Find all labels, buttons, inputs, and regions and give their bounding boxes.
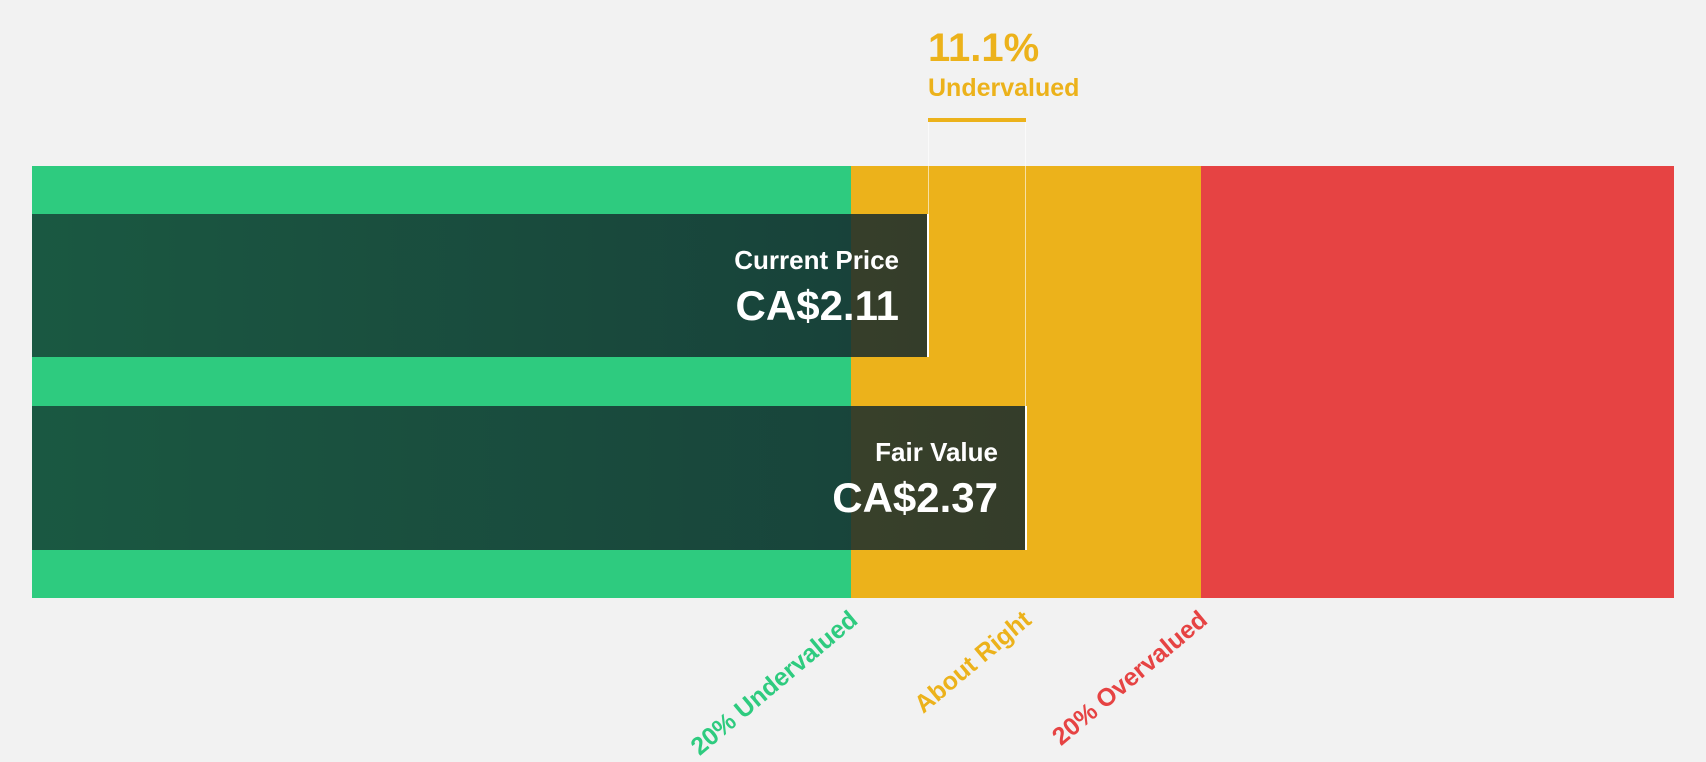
valuation-status: Undervalued — [928, 74, 1080, 102]
current-marker-line — [928, 122, 929, 166]
current-price-bar — [32, 214, 927, 357]
annotation-underline — [928, 118, 1026, 122]
discount-percent: 11.1% — [928, 26, 1040, 70]
current-price-title: Current Price — [734, 245, 899, 275]
fair-marker-line — [1025, 122, 1026, 166]
zone-label-undervalued: 20% Undervalued — [685, 605, 863, 761]
zone-label-about-right: About Right — [909, 605, 1037, 719]
current-marker-line-inner — [928, 166, 929, 214]
current-price-label: Current Price CA$2.11 — [734, 245, 899, 330]
current-price-bar-end — [927, 214, 929, 357]
fair-value-value: CA$2.37 — [832, 474, 998, 521]
fair-value-title: Fair Value — [875, 437, 998, 467]
fair-marker-line-inner — [1025, 166, 1026, 406]
fair-value-bar-end — [1025, 406, 1027, 550]
zone-overvalued — [1201, 166, 1674, 598]
zone-label-overvalued: 20% Overvalued — [1046, 605, 1213, 752]
current-price-value: CA$2.11 — [735, 282, 899, 329]
fair-value-bar — [32, 406, 1025, 550]
fair-value-label: Fair Value CA$2.37 — [832, 437, 998, 522]
